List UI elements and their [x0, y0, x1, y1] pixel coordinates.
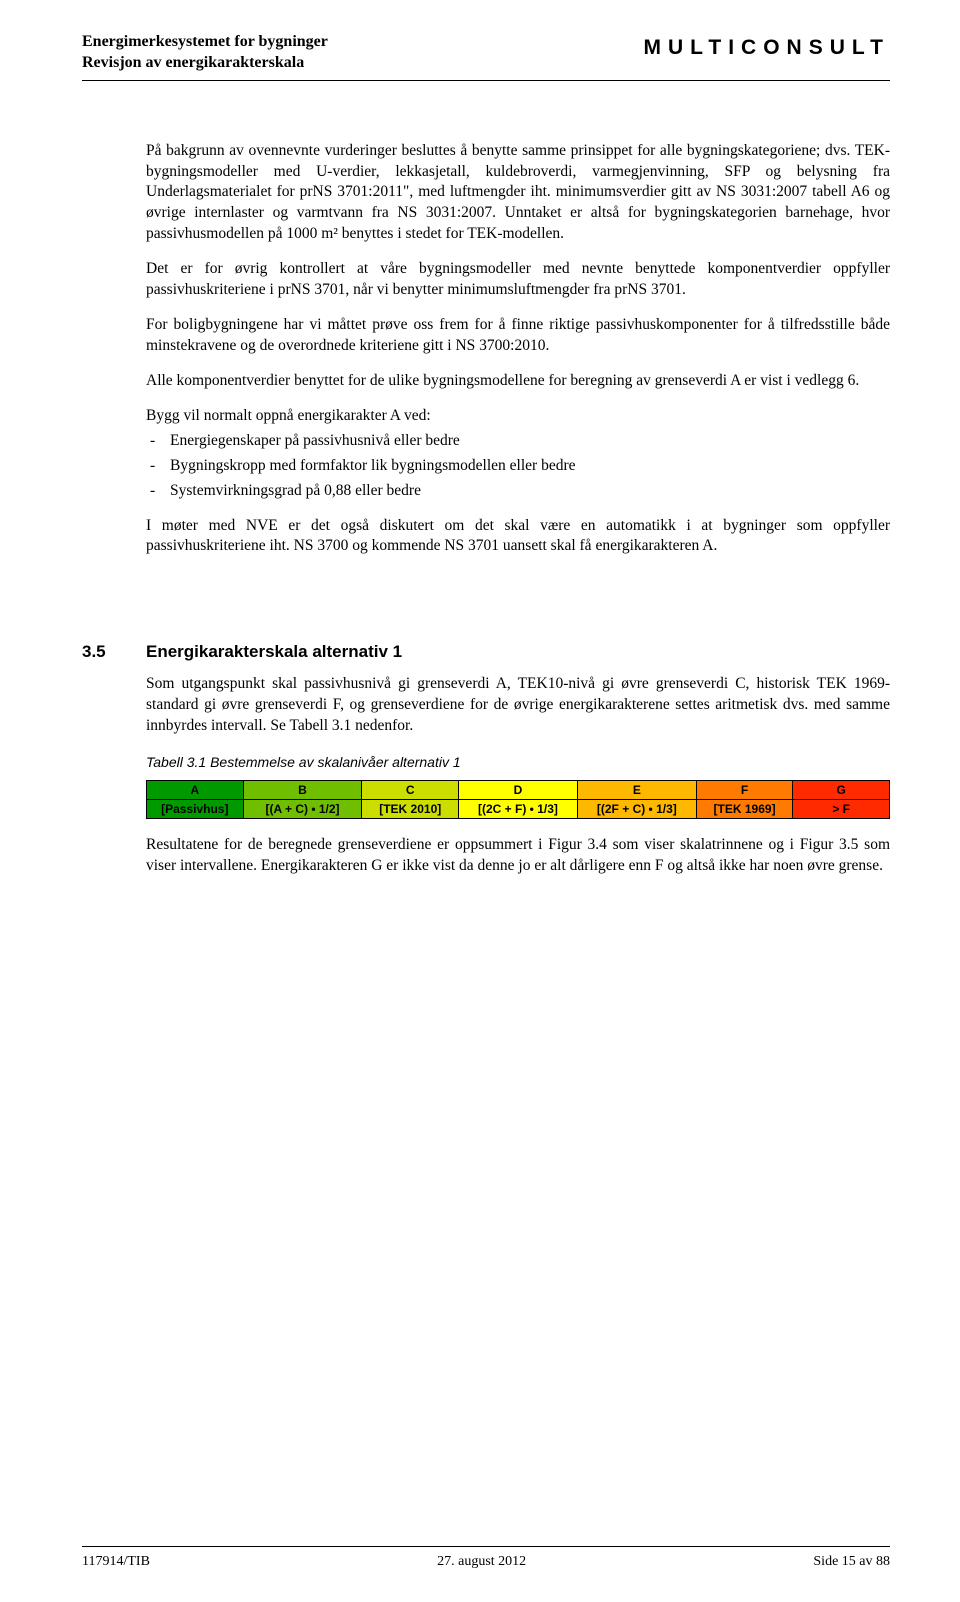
section-heading: 3.5 Energikarakterskala alternativ 1 — [82, 641, 890, 664]
page-header: Energimerkesystemet for bygninger Revisj… — [82, 32, 890, 81]
scale-cell-e-formula: [(2F + C) • 1/3] — [577, 800, 696, 819]
scale-cell-g-head: G — [793, 780, 890, 799]
bullet-list: - Energiegenskaper på passivhusnivå elle… — [146, 431, 890, 502]
paragraph: I møter med NVE er det også diskutert om… — [146, 516, 890, 558]
section-title: Energikarakterskala alternativ 1 — [146, 641, 402, 664]
body-content: På bakgrunn av ovennevnte vurderinger be… — [82, 141, 890, 558]
section-number: 3.5 — [82, 641, 146, 664]
page-footer: 117914/TIB 27. august 2012 Side 15 av 88 — [82, 1546, 890, 1572]
bullet-dash-icon: - — [146, 456, 170, 477]
list-item-text: Systemvirkningsgrad på 0,88 eller bedre — [170, 481, 890, 502]
doc-title: Energimerkesystemet for bygninger Revisj… — [82, 32, 328, 74]
list-item: - Energiegenskaper på passivhusnivå elle… — [146, 431, 890, 452]
scale-cell-f-formula: [TEK 1969] — [696, 800, 793, 819]
paragraph: Resultatene for de beregnede grenseverdi… — [146, 835, 890, 877]
scale-table: A B C D E F G [Passivhus] [(A + C) • 1/2… — [146, 780, 890, 819]
section-body: Som utgangspunkt skal passivhusnivå gi g… — [82, 674, 890, 877]
scale-cell-g-formula: > F — [793, 800, 890, 819]
bullet-dash-icon: - — [146, 481, 170, 502]
list-item: - Systemvirkningsgrad på 0,88 eller bedr… — [146, 481, 890, 502]
paragraph: Det er for øvrig kontrollert at våre byg… — [146, 259, 890, 301]
scale-cell-c-head: C — [362, 780, 459, 799]
footer-center: 27. august 2012 — [437, 1553, 526, 1572]
scale-cell-d-formula: [(2C + F) • 1/3] — [459, 800, 578, 819]
scale-cell-a-formula: [Passivhus] — [147, 800, 244, 819]
list-item-text: Energiegenskaper på passivhusnivå eller … — [170, 431, 890, 452]
brand-logo-text: MULTICONSULT — [643, 32, 890, 62]
scale-cell-b-head: B — [243, 780, 362, 799]
list-item-text: Bygningskropp med formfaktor lik bygning… — [170, 456, 890, 477]
table-row: [Passivhus] [(A + C) • 1/2] [TEK 2010] [… — [147, 800, 890, 819]
footer-left: 117914/TIB — [82, 1553, 150, 1572]
doc-title-line1: Energimerkesystemet for bygninger — [82, 32, 328, 53]
paragraph: Bygg vil normalt oppnå energikarakter A … — [146, 406, 890, 427]
scale-cell-b-formula: [(A + C) • 1/2] — [243, 800, 362, 819]
doc-title-line2: Revisjon av energikarakterskala — [82, 53, 328, 74]
scale-cell-d-head: D — [459, 780, 578, 799]
paragraph: På bakgrunn av ovennevnte vurderinger be… — [146, 141, 890, 246]
list-item: - Bygningskropp med formfaktor lik bygni… — [146, 456, 890, 477]
scale-cell-c-formula: [TEK 2010] — [362, 800, 459, 819]
paragraph: Som utgangspunkt skal passivhusnivå gi g… — [146, 674, 890, 737]
scale-cell-e-head: E — [577, 780, 696, 799]
bullet-dash-icon: - — [146, 431, 170, 452]
scale-cell-a-head: A — [147, 780, 244, 799]
table-row: A B C D E F G — [147, 780, 890, 799]
table-caption: Tabell 3.1 Bestemmelse av skalanivåer al… — [146, 753, 890, 772]
scale-cell-f-head: F — [696, 780, 793, 799]
footer-right: Side 15 av 88 — [813, 1553, 890, 1572]
paragraph: For boligbygningene har vi måttet prøve … — [146, 315, 890, 357]
paragraph: Alle komponentverdier benyttet for de ul… — [146, 371, 890, 392]
